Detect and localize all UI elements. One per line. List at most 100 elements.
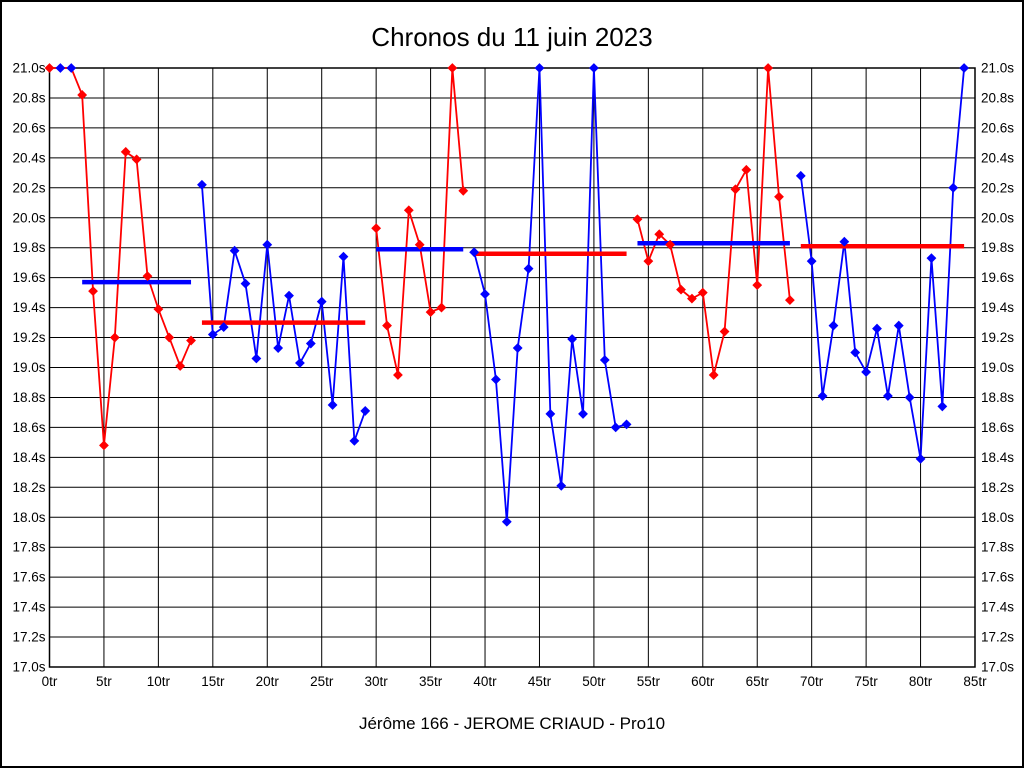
data-point-relay-3-35	[425, 307, 436, 318]
x-tick-label: 55tr	[637, 674, 661, 689]
y-tick-label-right: 17.0s	[981, 660, 1014, 675]
data-point-relay-5-57	[665, 239, 676, 250]
x-tick-label: 40tr	[473, 674, 497, 689]
data-point-relay-5-68	[784, 295, 795, 306]
y-tick-label-right: 20.4s	[981, 150, 1014, 165]
x-tick-label: 15tr	[201, 674, 225, 689]
data-point-relay-3-32	[393, 370, 403, 380]
y-tick-label-right: 21.0s	[981, 61, 1014, 76]
data-point-relay-4-49	[578, 409, 588, 419]
data-point-relay-4-53	[621, 419, 632, 430]
data-point-relay-6-71	[817, 391, 828, 401]
data-point-relay-3-38	[458, 185, 469, 196]
data-point-relay-1-3	[77, 90, 88, 100]
data-point-relay-5-61	[708, 370, 719, 380]
y-tick-label-left: 17.8s	[12, 540, 45, 555]
data-point-relay-4-52	[610, 422, 621, 433]
data-point-relay-2-23	[295, 358, 305, 368]
data-point-relay-5-63	[730, 184, 741, 195]
data-point-relay-4-50	[589, 63, 599, 73]
series-line-relay-4	[473, 67, 627, 522]
data-point-relay-6-79	[904, 392, 915, 403]
data-point-relay-5-60	[697, 287, 708, 298]
x-tick-label: 70tr	[800, 674, 824, 689]
data-point-relay-1-1	[55, 63, 66, 73]
data-point-relay-5-66	[763, 63, 774, 73]
data-point-relay-6-83	[948, 182, 959, 193]
x-tick-label: 5tr	[96, 674, 112, 689]
y-tick-label-left: 20.2s	[12, 180, 45, 195]
series-line-relay-2	[201, 184, 367, 442]
data-point-relay-5-54	[632, 214, 643, 225]
chart-title: Chronos du 11 juin 2023	[371, 22, 653, 52]
y-tick-label-right: 20.2s	[981, 180, 1014, 195]
y-tick-label-left: 17.6s	[12, 570, 45, 585]
x-tick-label: 0tr	[42, 674, 58, 689]
y-tick-label-right: 18.4s	[981, 450, 1014, 465]
data-point-relay-6-81	[926, 253, 937, 264]
data-point-relay-6-75	[861, 367, 872, 377]
data-point-relay-2-28	[349, 435, 360, 446]
y-tick-label-left: 19.4s	[12, 300, 45, 315]
y-tick-label-right: 19.6s	[981, 270, 1014, 285]
y-tick-label-left: 17.0s	[12, 660, 45, 675]
data-point-relay-4-42	[501, 516, 512, 527]
data-point-relay-2-22	[284, 290, 294, 301]
x-tick-label: 50tr	[582, 674, 606, 689]
data-point-relay-2-18	[240, 278, 251, 289]
data-point-relay-2-21	[273, 343, 284, 353]
data-point-relay-4-44	[523, 263, 534, 274]
y-tick-label-left: 19.6s	[12, 270, 45, 285]
data-point-relay-4-41	[491, 374, 501, 385]
data-point-relay-2-16	[218, 322, 229, 332]
data-point-relay-2-19	[251, 353, 262, 364]
x-tick-label: 35tr	[419, 674, 443, 689]
y-tick-label-left: 19.0s	[12, 360, 45, 375]
data-point-relay-4-39	[469, 247, 480, 258]
data-point-relay-2-26	[327, 400, 338, 410]
data-point-relay-4-48	[567, 334, 578, 344]
x-tick-label: 60tr	[691, 674, 715, 689]
data-point-relay-5-55	[643, 256, 654, 267]
data-point-relay-6-84	[959, 63, 970, 73]
y-tick-label-right: 17.2s	[981, 630, 1014, 645]
data-point-relay-4-45	[534, 63, 545, 73]
data-point-relay-2-20	[262, 239, 273, 250]
y-tick-label-right: 18.2s	[981, 480, 1014, 495]
data-point-relay-5-62	[719, 326, 730, 337]
data-point-relay-1-5	[99, 440, 109, 451]
y-tick-label-left: 18.8s	[12, 390, 45, 405]
data-point-relay-3-34	[414, 239, 425, 250]
data-point-relay-3-33	[403, 205, 414, 216]
data-point-relay-1-12	[175, 361, 186, 371]
y-tick-label-right: 19.4s	[981, 300, 1014, 315]
y-tick-label-right: 17.4s	[981, 600, 1014, 615]
data-point-relay-6-82	[937, 401, 948, 412]
x-tick-label: 25tr	[310, 674, 334, 689]
series-line-relay-6	[799, 67, 966, 460]
y-tick-label-right: 20.0s	[981, 210, 1014, 225]
data-point-relay-5-59	[686, 293, 697, 304]
y-tick-label-left: 18.4s	[12, 450, 45, 465]
data-point-relay-1-11	[164, 332, 175, 343]
data-point-relay-2-27	[338, 251, 349, 262]
footer-caption: Jérôme 166 - JEROME CRIAUD - Pro10	[358, 714, 666, 733]
y-tick-label-left: 18.2s	[12, 480, 45, 495]
data-point-relay-6-78	[893, 320, 904, 331]
x-tick-label: 85tr	[963, 674, 987, 689]
y-tick-label-left: 18.6s	[12, 420, 45, 435]
data-point-relay-4-47	[556, 480, 567, 491]
data-point-relay-3-31	[382, 320, 392, 331]
y-tick-label-right: 20.6s	[981, 120, 1014, 135]
x-tick-label: 20tr	[256, 674, 280, 689]
data-point-relay-1-10	[153, 304, 164, 315]
y-tick-label-left: 20.4s	[12, 150, 45, 165]
data-point-relay-6-70	[806, 256, 817, 267]
y-tick-label-left: 20.8s	[12, 90, 45, 105]
data-point-relay-5-65	[752, 280, 763, 291]
x-tick-label: 80tr	[909, 674, 933, 689]
x-tick-label: 45tr	[528, 674, 552, 689]
x-tick-label: 30tr	[365, 674, 389, 689]
y-tick-label-right: 19.2s	[981, 330, 1014, 345]
